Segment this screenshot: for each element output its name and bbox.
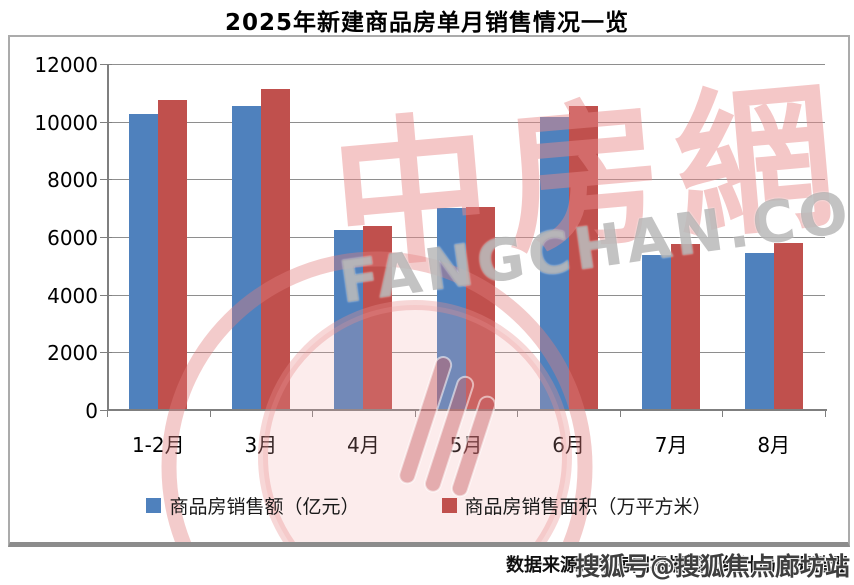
bar-商品房销售面积（万平方米）-3月 bbox=[260, 89, 290, 410]
legend-item-0: 商品房销售额（亿元） bbox=[146, 492, 360, 519]
bar-商品房销售面积（万平方米）-7月 bbox=[671, 243, 701, 410]
bar-商品房销售额（亿元）-5月 bbox=[437, 207, 466, 410]
y-axis-label-12000: 12000 bbox=[34, 53, 98, 77]
x-axis-label-3月: 3月 bbox=[244, 433, 278, 457]
data-source-note: 数据来源：中房网根据国家统计局数据整理 bbox=[506, 555, 848, 576]
x-axis-tick bbox=[619, 411, 621, 417]
y-axis-label-4000: 4000 bbox=[47, 283, 98, 308]
bar-商品房销售额（亿元）-1-2月 bbox=[129, 114, 159, 410]
x-axis-tick bbox=[722, 411, 724, 417]
y-axis-label-8000: 8000 bbox=[47, 168, 98, 193]
x-axis-label-4月: 4月 bbox=[347, 433, 380, 457]
watermark-account-overlay: 搜狐号@搜狐焦点廊坊站 bbox=[575, 552, 851, 581]
legend-label: 商品房销售额（亿元） bbox=[169, 496, 360, 518]
bar-商品房销售额（亿元）-3月 bbox=[231, 106, 261, 410]
legend-swatch-icon bbox=[146, 498, 162, 513]
chart-title: 2025年新建商品房单月销售情况一览 bbox=[224, 10, 629, 36]
y-axis-tick bbox=[100, 121, 112, 123]
y-axis-label-0: 0 bbox=[85, 399, 98, 423]
y-axis-label-10000: 10000 bbox=[34, 110, 98, 135]
bar-商品房销售面积（万平方米）-6月 bbox=[568, 106, 598, 410]
y-axis-label-6000: 6000 bbox=[47, 226, 98, 250]
y-axis-tick bbox=[100, 352, 112, 354]
bar-商品房销售额（亿元）-7月 bbox=[642, 254, 672, 410]
bar-商品房销售额（亿元）-8月 bbox=[744, 252, 774, 410]
legend-item-1: 商品房销售面积（万平方米） bbox=[441, 492, 712, 519]
bar-商品房销售面积（万平方米）-1-2月 bbox=[158, 100, 188, 410]
bar-商品房销售面积（万平方米）-5月 bbox=[466, 207, 495, 410]
x-axis-tick bbox=[517, 411, 519, 417]
gridline-12000 bbox=[107, 64, 825, 65]
legend-label: 商品房销售面积（万平方米） bbox=[464, 496, 712, 518]
x-axis-tick bbox=[107, 411, 108, 417]
x-axis-label-5月: 5月 bbox=[449, 433, 483, 457]
legend: 商品房销售额（亿元） 商品房销售面积（万平方米） bbox=[10, 492, 848, 519]
bar-商品房销售额（亿元）-4月 bbox=[334, 230, 364, 410]
x-axis-label-6月: 6月 bbox=[552, 433, 585, 457]
x-axis-tick bbox=[312, 411, 314, 417]
chart-container: 0 2000 4000 6000 8000 10000 12000 1-2月 3月 4月 5月 6月 7… bbox=[8, 35, 850, 547]
x-axis-label-7月: 7月 bbox=[654, 433, 688, 457]
y-axis-tick bbox=[100, 237, 112, 238]
bar-商品房销售额（亿元）-6月 bbox=[539, 116, 569, 410]
x-axis-label-1-2月: 1-2月 bbox=[131, 433, 185, 457]
gridline-10000 bbox=[107, 121, 825, 123]
y-axis-tick bbox=[100, 179, 112, 181]
y-axis-tick bbox=[100, 294, 112, 296]
y-axis-tick bbox=[100, 410, 112, 411]
plot-area bbox=[107, 64, 825, 410]
gridline-8000 bbox=[107, 179, 825, 181]
bar-商品房销售面积（万平方米）-8月 bbox=[773, 243, 803, 410]
bar-商品房销售面积（万平方米）-4月 bbox=[363, 225, 393, 410]
x-axis-label-8月: 8月 bbox=[757, 433, 791, 457]
y-axis-label-2000: 2000 bbox=[47, 341, 98, 366]
x-axis-tick bbox=[825, 411, 826, 417]
x-axis-line bbox=[107, 409, 827, 411]
legend-swatch-icon bbox=[441, 498, 457, 513]
x-axis-tick bbox=[209, 411, 211, 417]
y-axis-tick bbox=[100, 64, 112, 65]
x-axis-tick bbox=[414, 411, 416, 417]
